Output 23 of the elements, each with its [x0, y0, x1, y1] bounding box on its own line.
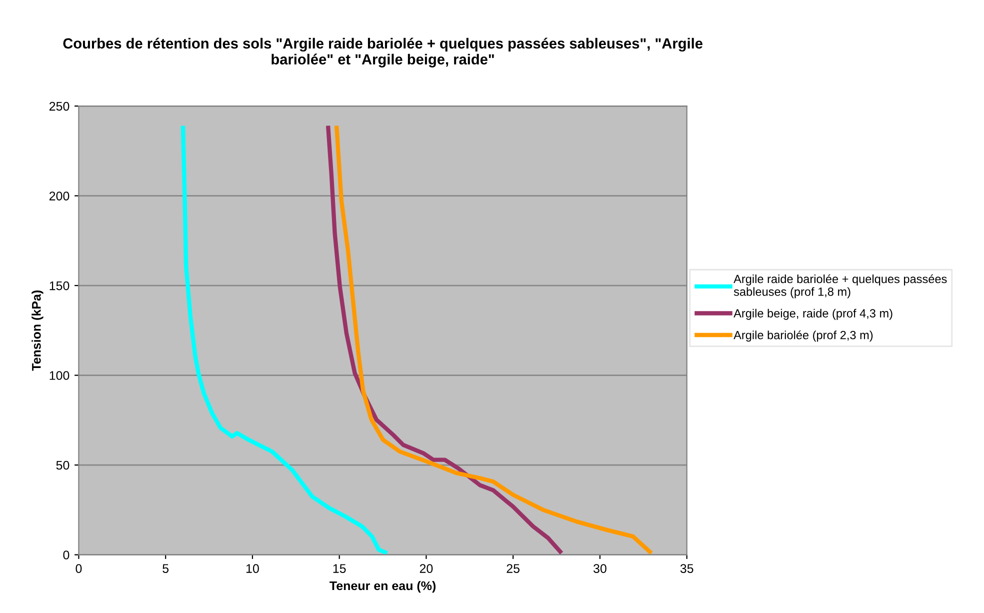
x-tick-label: 10 — [246, 564, 259, 573]
line-series — [326, 124, 564, 555]
y-axis-title: Tension (kPa) — [32, 290, 44, 371]
x-tick-label: 15 — [333, 564, 346, 573]
y-tick-label: 50 — [56, 460, 70, 470]
y-tick-label: 250 — [49, 102, 70, 111]
y-tick-label: 150 — [50, 281, 70, 290]
line-series — [334, 124, 654, 555]
chart-title: Courbes de rétention des sols "Argile raide bariolée + quelques passées sableuses", "Argile bariolée" et "Argile beige, raide" — [63, 38, 702, 68]
x-axis-title: Teneur en eau (%) — [330, 581, 436, 593]
x-tick-label: 20 — [420, 564, 433, 573]
x-tick-label: 35 — [680, 564, 694, 573]
y-tick-label: 0 — [63, 550, 70, 560]
legend-label: Argile bariolée (prof 2,3 m) — [734, 330, 873, 342]
y-tick-label: 100 — [50, 371, 70, 380]
x-tick-label: 30 — [593, 564, 606, 573]
y-tick-label: 200 — [49, 192, 70, 200]
x-tick-label: 0 — [76, 564, 82, 573]
x-tick-label: 5 — [162, 564, 169, 573]
line-series — [180, 124, 390, 555]
legend-label: Argile beige, raide (prof 4,3 m) — [734, 308, 892, 320]
legend-label: Argile raide bariolée + quelques passées sableuses (prof 1,8 m) — [734, 274, 947, 298]
x-tick-label: 25 — [506, 564, 520, 573]
